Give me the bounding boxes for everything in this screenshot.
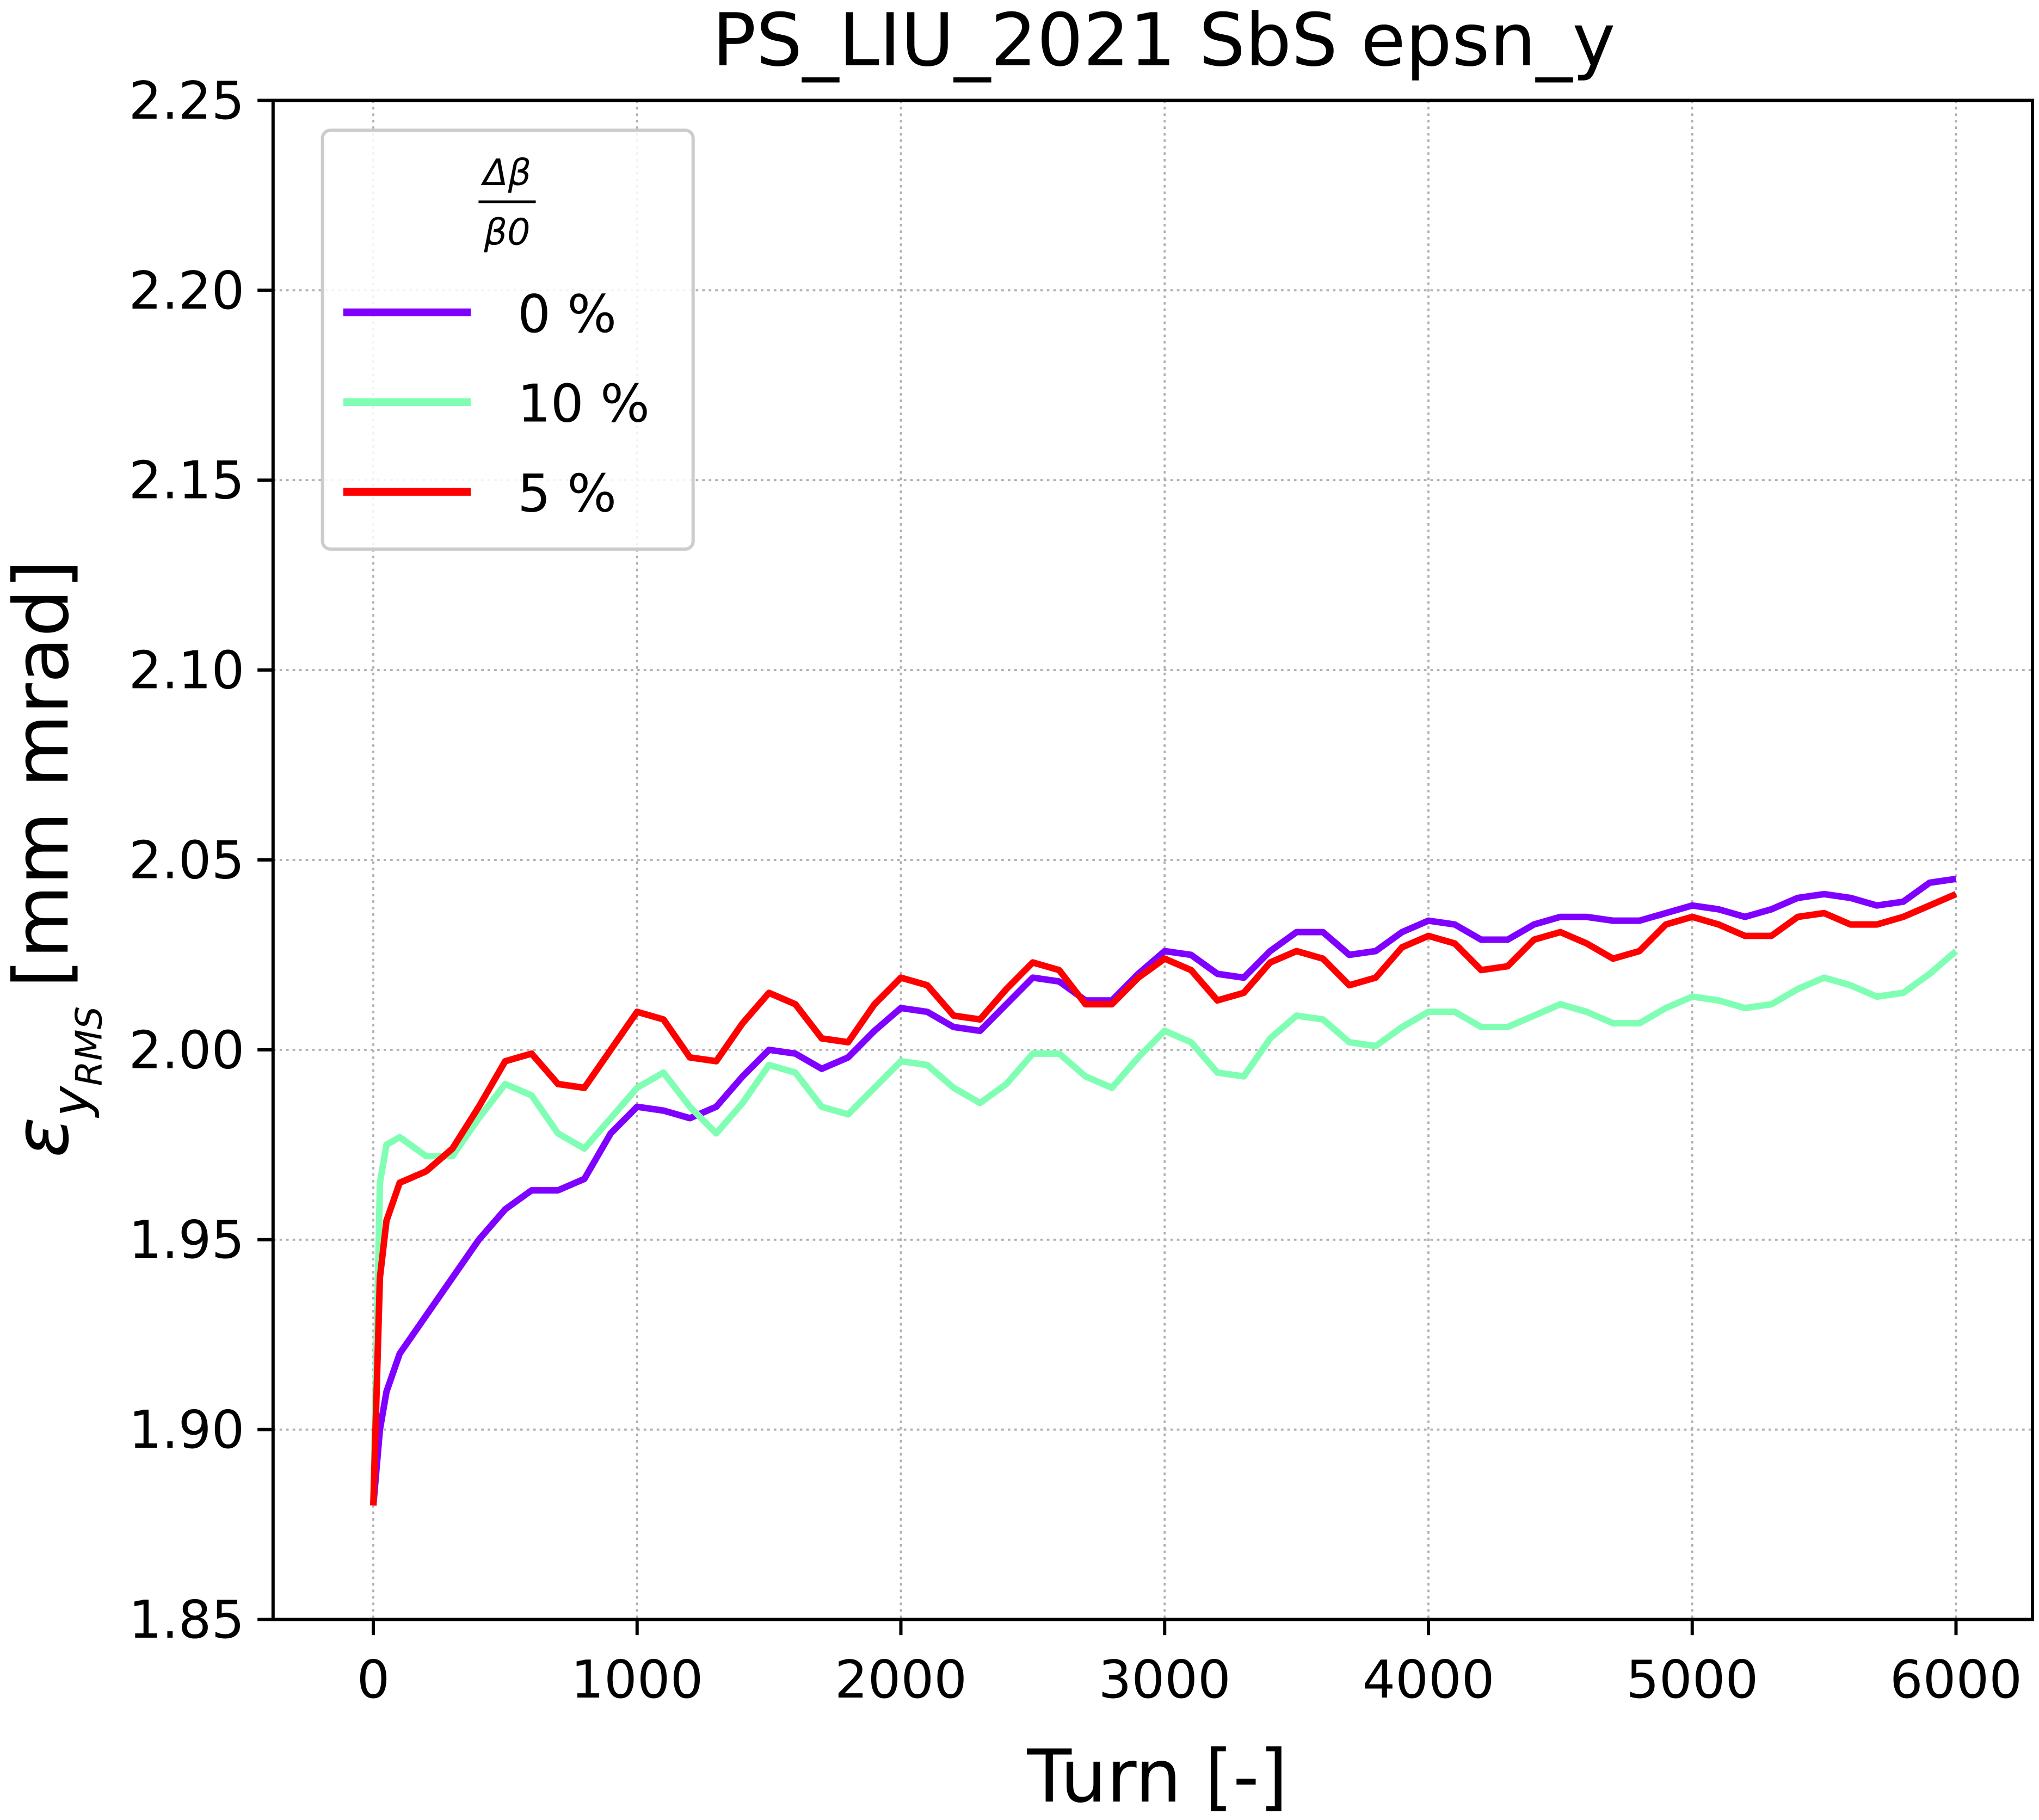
x-tick-label: 6000 [1890, 1649, 2022, 1710]
y-tick-label: 2.15 [128, 450, 244, 511]
y-tick-label: 2.20 [128, 260, 244, 321]
series-line [370, 948, 1958, 1506]
legend-frame [321, 128, 695, 551]
x-tick-label: 1000 [571, 1649, 703, 1710]
x-tick-label: 5000 [1626, 1649, 1758, 1710]
legend: Δβ β0 0 % 10 % 5 % [321, 128, 695, 551]
x-tick-label: 3000 [1099, 1649, 1231, 1710]
y-tick-label: 2.10 [128, 640, 244, 701]
y-axis-label: εyRMS [mm mrad] [0, 559, 110, 1158]
y-label-subsub: RMS [67, 1006, 110, 1086]
y-tick-label: 1.95 [128, 1209, 244, 1270]
legend-title-numerator: Δβ [481, 151, 531, 194]
y-label-unit: [mm mrad] [0, 559, 85, 988]
y-label-symbol: ε [0, 1117, 85, 1158]
y-tick-label: 2.05 [128, 829, 244, 890]
x-tick-label: 2000 [835, 1649, 967, 1710]
y-tick-label: 1.85 [128, 1589, 244, 1650]
legend-title-denominator: β0 [483, 211, 530, 254]
chart-title: PS_LIU_2021 SbS epsn_y [712, 0, 1616, 83]
y-tick-label: 2.25 [128, 70, 244, 131]
legend-label: 5 % [518, 463, 617, 524]
series-line [370, 891, 1957, 1506]
y-tick-label: 2.00 [128, 1019, 244, 1080]
y-label-sub: y [40, 1085, 101, 1118]
plot-frame [271, 99, 2035, 1621]
y-label-text: εyRMS [mm mrad] [0, 559, 110, 1158]
x-axis-label: Turn [-] [1026, 1734, 1288, 1819]
y-tick-label: 1.90 [128, 1399, 244, 1460]
legend-label: 10 % [518, 373, 650, 434]
legend-label: 0 % [518, 284, 617, 345]
x-tick-label: 4000 [1362, 1649, 1494, 1710]
x-tick-label: 0 [357, 1649, 390, 1710]
